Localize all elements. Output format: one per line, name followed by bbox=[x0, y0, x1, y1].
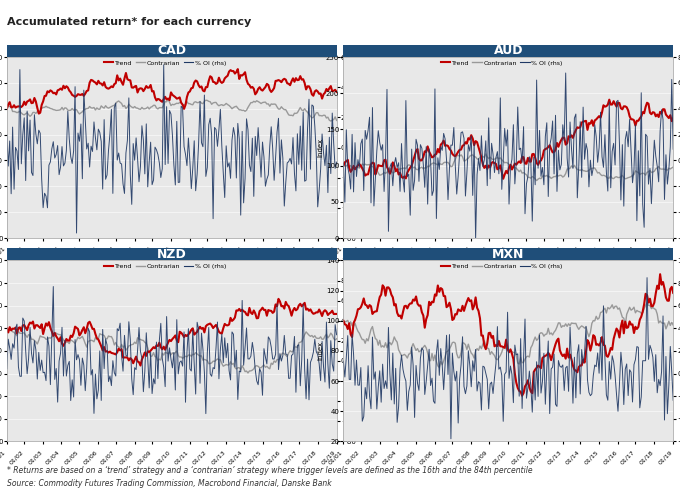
Legend: Trend, Contrarian, % OI (rhs): Trend, Contrarian, % OI (rhs) bbox=[104, 263, 226, 269]
Text: AUD: AUD bbox=[494, 44, 523, 58]
Y-axis label: Index: Index bbox=[317, 341, 323, 361]
Text: Source: Commodity Futures Trading Commission, Macrobond Financial, Danske Bank: Source: Commodity Futures Trading Commis… bbox=[7, 479, 331, 488]
Y-axis label: Percent of open
interest: Percent of open interest bbox=[358, 123, 369, 172]
Y-axis label: Index: Index bbox=[317, 138, 323, 157]
Legend: Trend, Contrarian, % OI (rhs): Trend, Contrarian, % OI (rhs) bbox=[104, 60, 226, 65]
Text: Accumulated return* for each currency: Accumulated return* for each currency bbox=[7, 17, 251, 27]
Text: * Returns are based on a ‘trend’ strategy and a ‘contrarian’ strategy where trig: * Returns are based on a ‘trend’ strateg… bbox=[7, 466, 532, 475]
Text: CAD: CAD bbox=[157, 44, 186, 58]
Legend: Trend, Contrarian, % OI (rhs): Trend, Contrarian, % OI (rhs) bbox=[441, 60, 563, 65]
Text: NZD: NZD bbox=[157, 248, 186, 261]
Text: MXN: MXN bbox=[492, 248, 524, 261]
Y-axis label: Percent of open
interest: Percent of open interest bbox=[358, 326, 369, 375]
Legend: Trend, Contrarian, % OI (rhs): Trend, Contrarian, % OI (rhs) bbox=[441, 263, 563, 269]
